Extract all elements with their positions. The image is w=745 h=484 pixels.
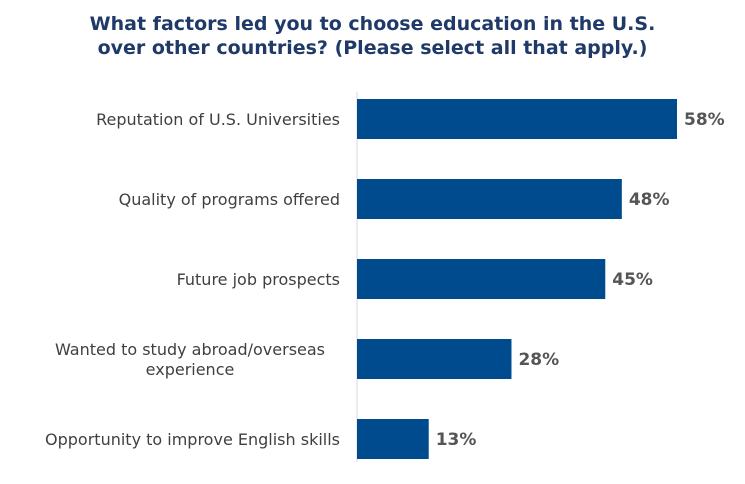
bar-1	[357, 179, 622, 219]
category-label-3-line-0: Wanted to study abroad/overseas	[55, 340, 325, 359]
category-label-0: Reputation of U.S. Universities	[96, 110, 340, 129]
category-label-1: Quality of programs offered	[119, 190, 340, 209]
value-label-1: 48%	[629, 190, 670, 210]
category-label-1-line-0: Quality of programs offered	[119, 190, 340, 209]
value-label-2: 45%	[612, 270, 653, 290]
bar-4	[357, 419, 429, 459]
category-label-2-line-0: Future job prospects	[177, 270, 340, 289]
value-label-3: 28%	[518, 350, 559, 370]
category-label-4-line-0: Opportunity to improve English skills	[45, 430, 340, 449]
category-label-0-line-0: Reputation of U.S. Universities	[96, 110, 340, 129]
chart-title: What factors led you to choose education…	[0, 12, 745, 60]
chart-title-line-1: What factors led you to choose education…	[89, 13, 656, 35]
bar-3	[357, 339, 512, 379]
category-label-3-line-1: experience	[146, 360, 235, 379]
bar-0	[357, 99, 677, 139]
category-label-4: Opportunity to improve English skills	[45, 430, 340, 449]
category-label-3: Wanted to study abroad/overseas experienc…	[55, 340, 325, 379]
category-label-2: Future job prospects	[177, 270, 340, 289]
chart-title-line-2: over other countries? (Please select all…	[97, 37, 648, 59]
value-label-4: 13%	[436, 430, 477, 450]
value-label-0: 58%	[684, 110, 725, 130]
bar-2	[357, 259, 606, 299]
